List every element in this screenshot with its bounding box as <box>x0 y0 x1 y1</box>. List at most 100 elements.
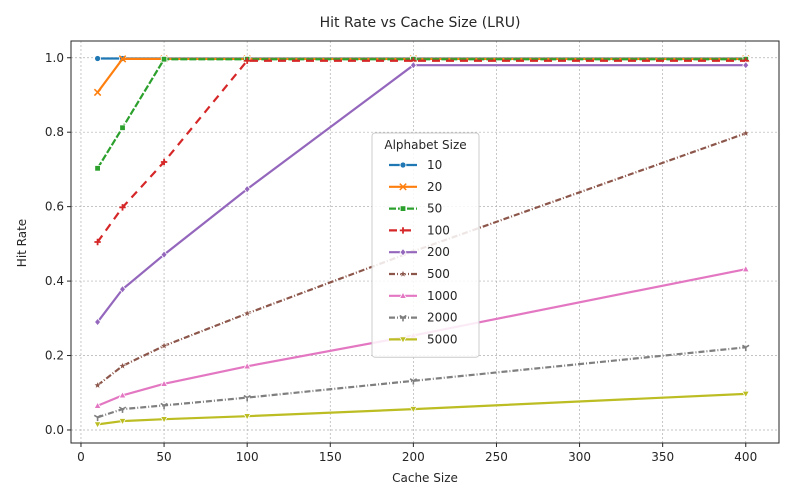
data-point <box>243 413 252 421</box>
x-tick-label: 250 <box>485 450 508 464</box>
data-point <box>118 390 127 399</box>
legend-label: 10 <box>427 158 442 172</box>
legend-marker <box>399 161 407 169</box>
x-tick-label: 150 <box>319 450 342 464</box>
legend-marker <box>399 227 407 234</box>
y-tick-label: 0.4 <box>45 274 64 288</box>
legend-label: 100 <box>427 223 450 237</box>
y-tick-label: 1.0 <box>45 51 64 65</box>
series-5000 <box>93 390 750 429</box>
data-point <box>159 416 169 424</box>
legend-label: 2000 <box>427 311 458 325</box>
data-point <box>741 128 751 137</box>
data-point <box>243 394 251 402</box>
x-axis-ticks: 0 50 100 150 200 250 300 350 400 <box>77 443 757 464</box>
x-tick-label: 300 <box>568 450 591 464</box>
series-line-2000 <box>97 346 746 419</box>
data-point <box>94 55 101 62</box>
series-100 <box>94 57 749 246</box>
legend-marker <box>398 269 408 278</box>
legend-marker <box>398 336 408 344</box>
x-tick-label: 350 <box>651 450 674 464</box>
legend-label: 1000 <box>427 289 458 303</box>
legend-item-20: 20 <box>389 180 442 194</box>
y-tick-label: 0.2 <box>45 349 64 363</box>
data-point <box>93 88 102 97</box>
data-point <box>119 124 126 131</box>
data-point <box>118 361 127 370</box>
data-point <box>742 60 750 70</box>
data-point <box>119 204 126 211</box>
data-point <box>119 285 127 294</box>
legend-box <box>371 132 480 358</box>
y-axis-ticks: 0.0 0.2 0.4 0.6 0.8 1.0 <box>45 51 71 437</box>
data-point <box>742 344 750 352</box>
data-point <box>160 56 168 63</box>
data-point <box>159 379 169 387</box>
data-point <box>741 390 750 399</box>
legend-label: 20 <box>427 180 442 194</box>
legend-title: Alphabet Size <box>384 138 466 152</box>
x-tick-label: 200 <box>402 450 425 464</box>
legend-marker <box>399 205 407 212</box>
data-point <box>741 264 750 273</box>
y-tick-label: 0.6 <box>45 200 64 214</box>
x-tick-label: 100 <box>236 450 259 464</box>
series-line-5000 <box>97 392 746 426</box>
data-point <box>118 55 127 63</box>
data-point <box>94 317 102 327</box>
data-point <box>409 406 418 414</box>
data-point <box>409 60 417 70</box>
data-point <box>93 380 102 389</box>
data-point <box>93 421 102 429</box>
legend-marker <box>399 183 407 191</box>
series-200 <box>94 60 750 327</box>
x-tick-label: 400 <box>734 450 757 464</box>
legend-item-100: 100 <box>389 223 450 237</box>
data-point <box>159 341 169 350</box>
series-layer <box>93 55 751 429</box>
legend-item-2000: 2000 <box>389 311 458 325</box>
x-tick-label: 50 <box>156 450 171 464</box>
legend-item-1000: 1000 <box>389 289 458 303</box>
y-tick-label: 0.8 <box>45 125 64 139</box>
data-point <box>409 378 418 385</box>
data-point <box>93 414 102 422</box>
legend-label: 500 <box>427 267 450 281</box>
data-point <box>118 406 127 413</box>
data-point <box>160 250 168 259</box>
data-point <box>242 308 252 318</box>
series-500 <box>93 128 751 389</box>
data-point <box>94 238 101 246</box>
series-line-200 <box>96 64 746 323</box>
series-line-50 <box>96 58 746 169</box>
y-tick-label: 0.0 <box>45 423 64 437</box>
data-point <box>94 165 101 172</box>
x-axis-label: Cache Size <box>392 471 458 485</box>
plot-frame <box>70 40 780 444</box>
series-line-500 <box>96 132 747 387</box>
data-point <box>160 158 168 166</box>
legend-item-500: 500 <box>389 267 450 281</box>
legend-item-5000: 5000 <box>389 332 458 346</box>
legend-label: 50 <box>427 202 442 216</box>
legend-label: 200 <box>427 245 450 259</box>
data-point <box>243 361 252 370</box>
legend-label: 5000 <box>427 332 458 346</box>
legend-marker <box>398 291 408 299</box>
data-point <box>93 401 102 409</box>
data-point <box>160 402 168 410</box>
legend-marker <box>399 247 407 257</box>
series-line-100 <box>96 59 746 243</box>
legend-item-200: 200 <box>389 245 450 259</box>
legend-marker <box>399 314 407 322</box>
y-axis-label: Hit Rate <box>15 219 29 267</box>
data-point <box>118 418 127 426</box>
legend-item-10: 10 <box>389 158 442 172</box>
chart-title: Hit Rate vs Cache Size (LRU) <box>320 15 521 31</box>
data-point <box>243 184 251 194</box>
legend-item-50: 50 <box>389 202 442 216</box>
data-point <box>243 57 251 64</box>
legend: Alphabet Size 10 20 50 100 200 500 1000 2000 5000 <box>371 132 480 358</box>
